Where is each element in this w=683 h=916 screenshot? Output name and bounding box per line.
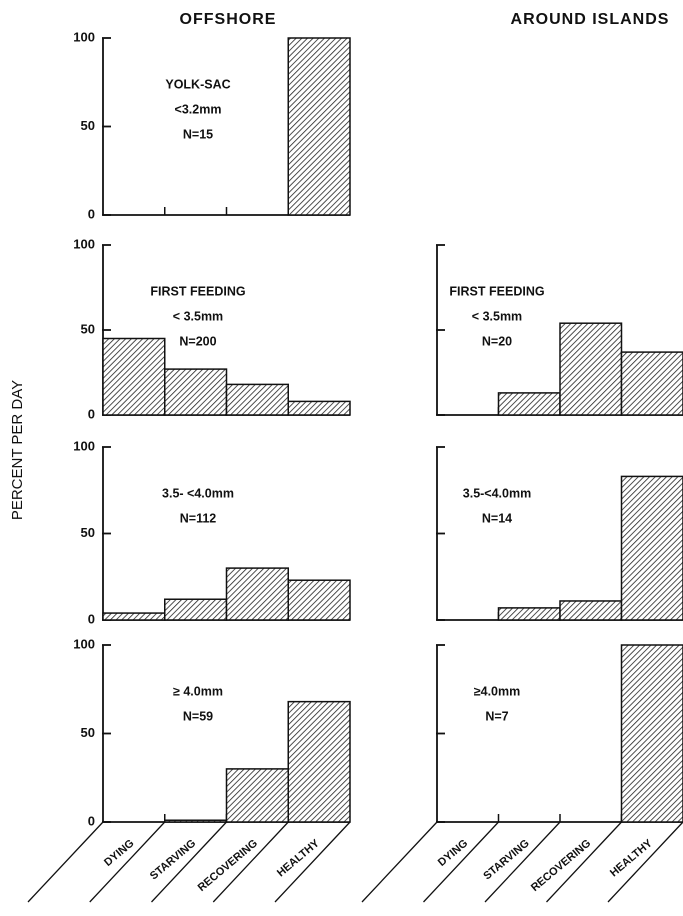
bar xyxy=(287,579,351,621)
annotation: YOLK-SAC xyxy=(165,77,230,91)
y-tick-label: 100 xyxy=(73,29,95,44)
y-tick-label: 50 xyxy=(81,321,95,336)
x-tick-label: HEALTHY xyxy=(275,837,322,879)
bar xyxy=(287,37,351,216)
annotation: N=112 xyxy=(180,511,217,525)
bar xyxy=(225,383,289,416)
category-divider xyxy=(274,821,351,903)
annotation: <3.2mm xyxy=(175,102,222,116)
bar xyxy=(164,598,228,621)
annotation: N=20 xyxy=(482,334,512,348)
annotation: FIRST FEEDING xyxy=(150,284,245,298)
category-divider xyxy=(212,821,289,903)
annotation: < 3.5mm xyxy=(472,309,522,323)
annotation: FIRST FEEDING xyxy=(449,284,544,298)
annotation: 3.5- <4.0mm xyxy=(162,486,234,500)
bar xyxy=(497,607,561,621)
bar xyxy=(620,351,683,416)
y-tick-label: 0 xyxy=(88,206,95,221)
bar xyxy=(287,400,351,416)
bar xyxy=(620,475,683,621)
annotation: N=14 xyxy=(482,511,512,525)
bar xyxy=(497,392,561,416)
bar xyxy=(559,322,623,416)
y-tick-label: 100 xyxy=(73,636,95,651)
x-tick-label: DYING xyxy=(436,837,470,869)
annotation: N=15 xyxy=(183,127,213,141)
category-divider xyxy=(89,821,166,903)
category-divider xyxy=(546,821,622,903)
bar xyxy=(620,644,683,823)
y-tick-label: 0 xyxy=(88,813,95,828)
bar xyxy=(287,700,351,823)
bar xyxy=(102,612,166,621)
y-tick-label: 100 xyxy=(73,438,95,453)
category-divider xyxy=(423,821,499,903)
annotation: ≥ 4.0mm xyxy=(173,684,223,698)
annotation: ≥4.0mm xyxy=(474,684,520,698)
column-title: AROUND ISLANDS xyxy=(511,11,670,28)
annotation: N=7 xyxy=(485,709,508,723)
y-tick-label: 50 xyxy=(81,725,95,740)
bar xyxy=(225,567,289,621)
y-tick-label: 0 xyxy=(88,611,95,626)
annotation: < 3.5mm xyxy=(173,309,223,323)
y-tick-label: 50 xyxy=(81,118,95,133)
y-tick-label: 0 xyxy=(88,406,95,421)
annotation: 3.5-<4.0mm xyxy=(463,486,531,500)
y-tick-label: 100 xyxy=(73,236,95,251)
annotation: N=200 xyxy=(179,334,216,348)
bar xyxy=(164,819,228,823)
category-divider xyxy=(151,821,227,903)
category-divider xyxy=(27,821,104,903)
bar xyxy=(559,600,623,621)
y-axis-label: PERCENT PER DAY xyxy=(9,380,26,520)
bar xyxy=(225,768,289,823)
bar xyxy=(102,337,166,416)
bar xyxy=(164,368,228,416)
category-divider xyxy=(361,821,438,903)
x-tick-label: DYING xyxy=(102,837,136,869)
category-divider xyxy=(484,821,561,903)
category-divider xyxy=(607,821,683,903)
y-tick-label: 50 xyxy=(81,525,95,540)
x-tick-label: HEALTHY xyxy=(608,837,655,879)
annotation: N=59 xyxy=(183,709,213,723)
column-title: OFFSHORE xyxy=(180,11,277,28)
